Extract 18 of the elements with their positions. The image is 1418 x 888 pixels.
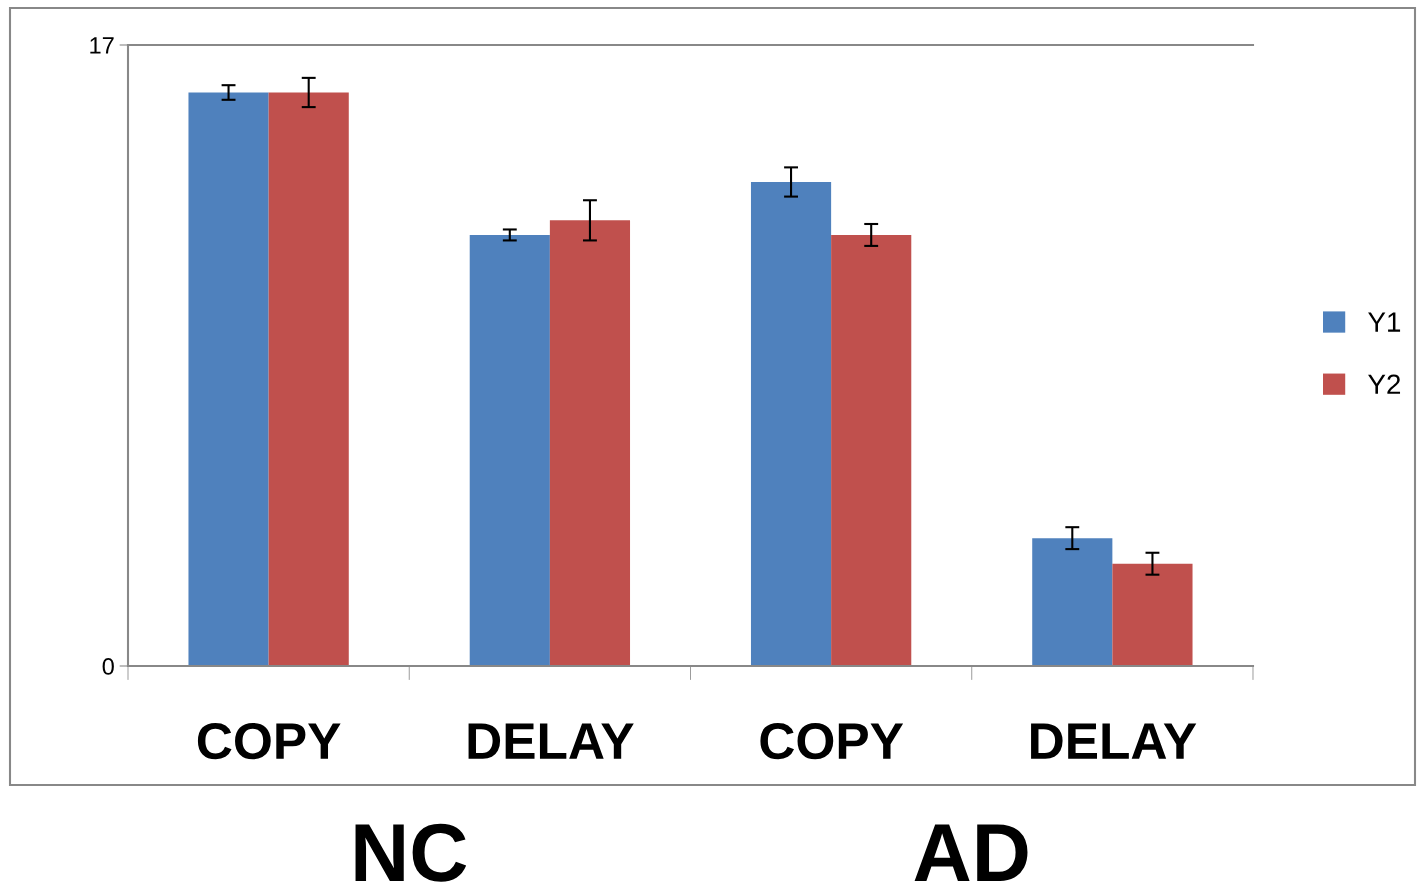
bar	[750, 181, 832, 666]
x-tick-label: COPY	[760, 722, 904, 760]
y-tick-label: 0	[102, 658, 114, 675]
bar	[549, 220, 631, 666]
bar	[1032, 538, 1113, 666]
bar	[831, 234, 912, 666]
x-tick-label: DELAY	[468, 723, 634, 759]
x-tick-label: COPY	[197, 722, 341, 760]
bar	[1112, 563, 1193, 666]
text: NC	[355, 823, 467, 882]
y-tick-label: 17	[90, 37, 114, 54]
bar	[188, 92, 269, 666]
legend-label: Y1	[1368, 312, 1401, 332]
bar	[469, 234, 550, 666]
text: AD	[914, 824, 1028, 881]
bar	[268, 92, 349, 666]
x-tick-label: DELAY	[1031, 723, 1197, 759]
legend-label: Y2	[1368, 374, 1401, 394]
